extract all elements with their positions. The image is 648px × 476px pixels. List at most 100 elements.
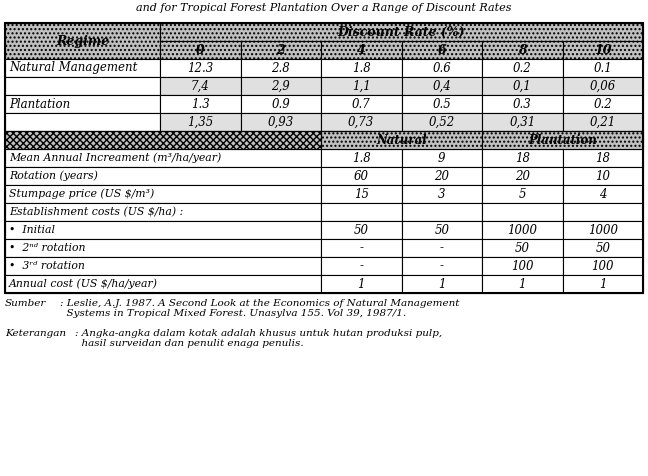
Bar: [482, 275, 562, 293]
Text: 18: 18: [515, 151, 530, 165]
Bar: [321, 203, 402, 221]
Text: 0,06: 0,06: [590, 79, 616, 92]
Bar: [5, 257, 321, 275]
Bar: [321, 77, 402, 95]
Text: 0: 0: [196, 43, 205, 57]
Bar: [482, 77, 562, 95]
Bar: [321, 131, 482, 149]
Bar: [5, 131, 321, 149]
Text: Mean Annual Increament (m³/ha/year): Mean Annual Increament (m³/ha/year): [9, 153, 221, 163]
Text: 20: 20: [434, 169, 449, 182]
Text: 1.8: 1.8: [352, 151, 371, 165]
Text: 0,31: 0,31: [509, 116, 535, 129]
Text: 60: 60: [354, 169, 369, 182]
Bar: [321, 275, 402, 293]
Bar: [160, 41, 240, 59]
Bar: [402, 41, 482, 59]
Text: 9: 9: [438, 151, 446, 165]
Text: 50: 50: [354, 224, 369, 237]
Text: 50: 50: [515, 241, 530, 255]
Text: 0.2: 0.2: [513, 61, 531, 75]
Text: 20: 20: [515, 169, 530, 182]
Bar: [562, 203, 643, 221]
Text: 0.5: 0.5: [432, 98, 451, 110]
Text: 0.7: 0.7: [352, 98, 371, 110]
Bar: [321, 149, 402, 167]
Text: 50: 50: [434, 224, 449, 237]
Bar: [5, 77, 160, 95]
Text: 1,1: 1,1: [352, 79, 371, 92]
Text: 0,1: 0,1: [513, 79, 531, 92]
Bar: [321, 239, 402, 257]
Text: -: -: [440, 241, 444, 255]
Text: 0,4: 0,4: [432, 79, 451, 92]
Bar: [321, 221, 402, 239]
Bar: [5, 185, 321, 203]
Text: 0.9: 0.9: [272, 98, 290, 110]
Bar: [482, 257, 562, 275]
Text: -: -: [359, 259, 364, 272]
Bar: [321, 167, 402, 185]
Bar: [321, 113, 402, 131]
Bar: [562, 41, 643, 59]
Text: 1: 1: [438, 278, 446, 290]
Bar: [5, 131, 321, 149]
Text: Annual cost (US $/ha/year): Annual cost (US $/ha/year): [9, 279, 158, 289]
Text: 5: 5: [518, 188, 526, 200]
Bar: [482, 131, 643, 149]
Bar: [402, 149, 482, 167]
Bar: [5, 23, 160, 59]
Bar: [402, 113, 482, 131]
Bar: [5, 59, 160, 77]
Text: Regime: Regime: [56, 34, 109, 48]
Text: 12.3: 12.3: [187, 61, 213, 75]
Bar: [482, 131, 643, 149]
Bar: [240, 41, 321, 59]
Bar: [5, 149, 321, 167]
Text: 0.2: 0.2: [594, 98, 612, 110]
Bar: [240, 95, 321, 113]
Bar: [160, 23, 643, 41]
Text: 1: 1: [358, 278, 365, 290]
Bar: [482, 203, 562, 221]
Bar: [482, 41, 562, 59]
Text: 15: 15: [354, 188, 369, 200]
Bar: [482, 221, 562, 239]
Text: 0.1: 0.1: [594, 61, 612, 75]
Bar: [160, 23, 643, 41]
Bar: [402, 257, 482, 275]
Bar: [562, 275, 643, 293]
Text: : Leslie, A.J. 1987. A Second Look at the Economics of Natural Management
  Syst: : Leslie, A.J. 1987. A Second Look at th…: [60, 299, 459, 318]
Bar: [160, 77, 240, 95]
Bar: [321, 41, 402, 59]
Text: 10: 10: [594, 43, 612, 57]
Bar: [402, 59, 482, 77]
Bar: [5, 167, 321, 185]
Bar: [562, 95, 643, 113]
Bar: [160, 95, 240, 113]
Bar: [160, 41, 240, 59]
Text: 4: 4: [357, 43, 365, 57]
Bar: [321, 257, 402, 275]
Bar: [562, 185, 643, 203]
Text: 50: 50: [596, 241, 610, 255]
Text: -: -: [440, 259, 444, 272]
Bar: [562, 149, 643, 167]
Bar: [562, 59, 643, 77]
Text: 7,4: 7,4: [191, 79, 209, 92]
Text: Discount Rate (%): Discount Rate (%): [338, 26, 465, 39]
Text: 0,73: 0,73: [348, 116, 375, 129]
Text: 100: 100: [511, 259, 533, 272]
Bar: [482, 185, 562, 203]
Text: 0.3: 0.3: [513, 98, 531, 110]
Bar: [240, 77, 321, 95]
Bar: [562, 113, 643, 131]
Text: Keterangan: Keterangan: [5, 329, 66, 338]
Bar: [482, 113, 562, 131]
Text: Stumpage price (US $/m³): Stumpage price (US $/m³): [9, 188, 154, 199]
Text: 1.3: 1.3: [191, 98, 209, 110]
Bar: [402, 77, 482, 95]
Bar: [321, 131, 482, 149]
Text: Rotation (years): Rotation (years): [9, 171, 98, 181]
Text: 3: 3: [438, 188, 446, 200]
